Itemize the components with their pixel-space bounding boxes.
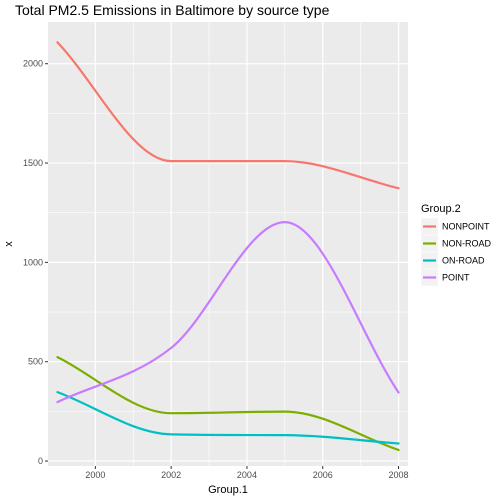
y-tick-label: 1000 bbox=[23, 257, 43, 267]
legend-label: POINT bbox=[442, 273, 470, 283]
legend: Group.2 NONPOINT NON-ROAD ON-ROAD POINT bbox=[420, 203, 491, 287]
series-layer bbox=[56, 41, 400, 452]
legend-label: ON-ROAD bbox=[442, 256, 485, 266]
x-tick-label: 2000 bbox=[85, 470, 105, 480]
series-line-non-road bbox=[56, 356, 400, 452]
grid-major bbox=[48, 22, 408, 466]
legend-title: Group.2 bbox=[421, 203, 461, 215]
series-line-nonpoint bbox=[56, 41, 400, 190]
legend-items: NONPOINT NON-ROAD ON-ROAD POINT bbox=[420, 217, 491, 287]
grid-minor bbox=[48, 22, 408, 466]
legend-item-non-road: NON-ROAD bbox=[420, 234, 491, 253]
y-tick-label: 0 bbox=[38, 456, 43, 466]
legend-item-nonpoint: NONPOINT bbox=[420, 217, 490, 236]
chart-title: Total PM2.5 Emissions in Baltimore by so… bbox=[15, 2, 330, 18]
plot-panel bbox=[48, 22, 408, 466]
x-tick-label: 2008 bbox=[389, 470, 409, 480]
legend-item-point: POINT bbox=[420, 268, 470, 287]
x-tick-label: 2004 bbox=[237, 470, 257, 480]
x-tick-label: 2006 bbox=[313, 470, 333, 480]
y-axis-title: x bbox=[3, 241, 15, 247]
y-axis-ticks: 0 500 1000 1500 2000 bbox=[23, 59, 48, 466]
series-line-point bbox=[56, 221, 400, 404]
series-line-on-road bbox=[56, 391, 400, 445]
y-tick-label: 1500 bbox=[23, 158, 43, 168]
x-axis-title: Group.1 bbox=[208, 484, 248, 496]
legend-label: NON-ROAD bbox=[442, 239, 491, 249]
x-tick-label: 2002 bbox=[161, 470, 181, 480]
y-tick-label: 500 bbox=[28, 357, 43, 367]
x-axis-ticks: 2000 2002 2004 2006 2008 bbox=[85, 466, 409, 480]
y-tick-label: 2000 bbox=[23, 59, 43, 69]
legend-label: NONPOINT bbox=[442, 222, 490, 232]
legend-item-on-road: ON-ROAD bbox=[420, 251, 485, 270]
